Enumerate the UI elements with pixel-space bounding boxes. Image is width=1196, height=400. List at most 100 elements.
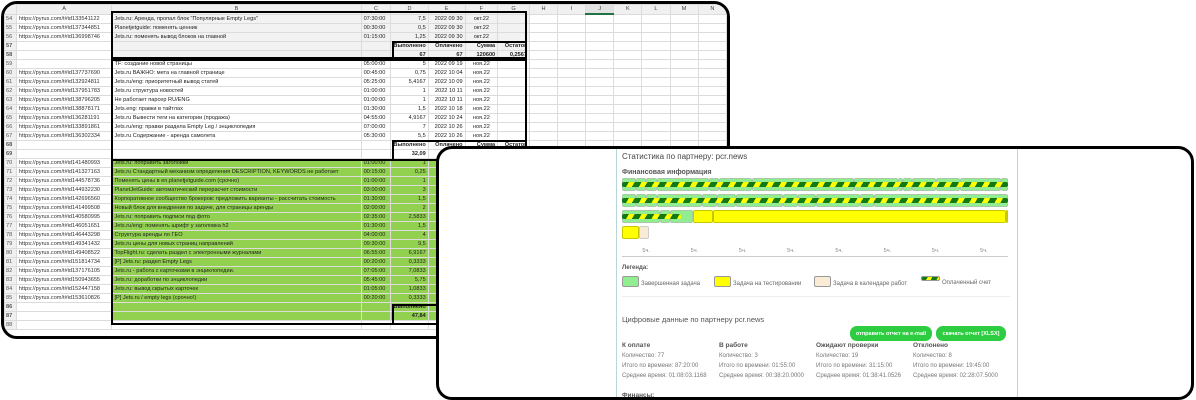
cell-hours[interactable]: 3 [390,184,429,195]
column-header-corner[interactable] [4,4,17,15]
task-segment-done[interactable] [959,178,1002,191]
empty-cell[interactable] [613,31,643,42]
cell-month[interactable]: ноя.22 [464,58,499,69]
cell-hours[interactable]: 1 [390,94,429,105]
cell-g[interactable] [497,76,530,87]
empty-cell[interactable] [641,103,671,114]
empty-cell[interactable] [613,13,643,24]
row-number[interactable]: 57 [4,40,17,51]
cell-link[interactable] [15,148,113,159]
empty-cell[interactable] [613,67,643,78]
empty-cell[interactable] [613,85,643,96]
empty-cell[interactable] [557,121,587,132]
cell-month[interactable]: Сумма [464,40,499,51]
empty-cell[interactable] [641,130,671,141]
row-number[interactable]: 66 [4,121,17,132]
cell-hours[interactable]: 4 [390,229,429,240]
cell-time[interactable]: 07:00:00 [360,121,392,132]
cell-hours[interactable]: 7,5 [390,13,429,24]
empty-cell[interactable] [557,49,587,60]
cell-task[interactable]: Jets.ru - работа с карточками в энциклоп… [111,265,362,276]
cell-time[interactable]: 01:15:00 [360,31,392,42]
cell-g[interactable] [497,58,530,69]
column-header-I[interactable]: I [557,4,587,15]
empty-cell[interactable] [585,13,615,24]
cell-month[interactable]: окт.22 [464,22,499,33]
task-segment-done[interactable] [656,178,709,191]
cell-hours[interactable]: 1 [390,175,429,186]
task-segment-done[interactable] [719,178,753,191]
task-segment-testing[interactable] [1006,210,1009,223]
empty-cell[interactable] [697,121,727,132]
empty-cell[interactable] [585,22,615,33]
task-segment-done[interactable] [873,194,1008,207]
column-header-D[interactable]: D [390,4,429,15]
empty-cell[interactable] [669,112,699,123]
cell-task[interactable]: Jets.ru Стандартный механизм определения… [111,166,362,177]
cell-task[interactable]: Jets.ru: вывод скрытых карточек [111,283,362,294]
empty-cell[interactable] [528,112,559,123]
empty-cell[interactable] [585,67,615,78]
cell-date[interactable]: 67 [427,49,466,60]
cell-link[interactable]: https://pyrus.com/t#id152447158 [15,283,113,294]
task-segment-done[interactable] [622,210,660,223]
row-number[interactable]: 88 [4,319,17,330]
cell-hours[interactable]: Выполнено [390,301,429,312]
cell-task[interactable]: Jets.ru/eng: поменять шрифт у заголовка … [111,220,362,231]
empty-cell[interactable] [557,58,587,69]
cell-task[interactable] [111,310,362,321]
empty-cell[interactable] [557,112,587,123]
column-header-E[interactable]: E [427,4,466,15]
task-segment-done[interactable] [670,210,694,223]
row-number[interactable]: 83 [4,274,17,285]
empty-cell[interactable] [528,67,559,78]
cell-time[interactable]: 04:00:00 [360,229,392,240]
empty-cell[interactable] [557,130,587,141]
task-segment-done[interactable] [752,178,854,191]
cell-task[interactable]: Jets.ru: доработки по энциклопедии [111,274,362,285]
task-segment-done[interactable] [815,194,861,207]
cell-link[interactable] [15,139,113,150]
cell-time[interactable] [360,319,392,330]
cell-time[interactable]: 01:30:00 [360,103,392,114]
empty-cell[interactable] [669,85,699,96]
row-number[interactable]: 68 [4,139,17,150]
column-header-H[interactable]: H [528,4,559,15]
cell-g[interactable] [497,94,530,105]
cell-link[interactable]: https://pyrus.com/t#id141327163 [15,166,113,177]
cell-hours[interactable]: 7 [390,121,429,132]
cell-time[interactable]: 01:00:00 [360,175,392,186]
empty-cell[interactable] [557,76,587,87]
cell-g[interactable] [497,22,530,33]
download-xlsx-button[interactable]: скачать отчет [XLSX] [936,326,1006,341]
cell-g[interactable] [497,85,530,96]
cell-date[interactable]: 2022 09 30 [427,22,466,33]
cell-hours[interactable]: 1,25 [390,31,429,42]
cell-g[interactable] [497,31,530,42]
empty-cell[interactable] [641,76,671,87]
task-segment-done[interactable] [659,210,671,223]
cell-link[interactable]: https://pyrus.com/t#id137344851 [15,22,113,33]
cell-task[interactable]: Jets.ru: Аренда, пропал блок "Популярные… [111,13,362,24]
cell-hours[interactable]: 5,5 [390,130,429,141]
cell-hours[interactable]: 0,5 [390,22,429,33]
cell-link[interactable]: https://pyrus.com/t#id153610826 [15,292,113,303]
row-number[interactable]: 79 [4,238,17,249]
task-segment-done[interactable] [636,178,647,191]
empty-cell[interactable] [585,40,615,51]
column-header-N[interactable]: N [697,4,727,15]
cell-hours[interactable]: 9,5 [390,238,429,249]
cell-link[interactable]: https://pyrus.com/t#id141499508 [15,202,113,213]
cell-month[interactable]: ноя.22 [464,103,499,114]
row-number[interactable]: 76 [4,211,17,222]
row-number[interactable]: 60 [4,67,17,78]
empty-cell[interactable] [613,121,643,132]
cell-hours[interactable]: 1,5 [390,193,429,204]
cell-month[interactable]: ноя.22 [464,112,499,123]
cell-task[interactable]: PlanetJetGuide: автоматический перерасче… [111,184,362,195]
cell-month[interactable]: ноя.22 [464,85,499,96]
cell-hours[interactable]: 5,4167 [390,76,429,87]
row-number[interactable]: 59 [4,58,17,69]
empty-cell[interactable] [528,85,559,96]
row-number[interactable]: 64 [4,103,17,114]
